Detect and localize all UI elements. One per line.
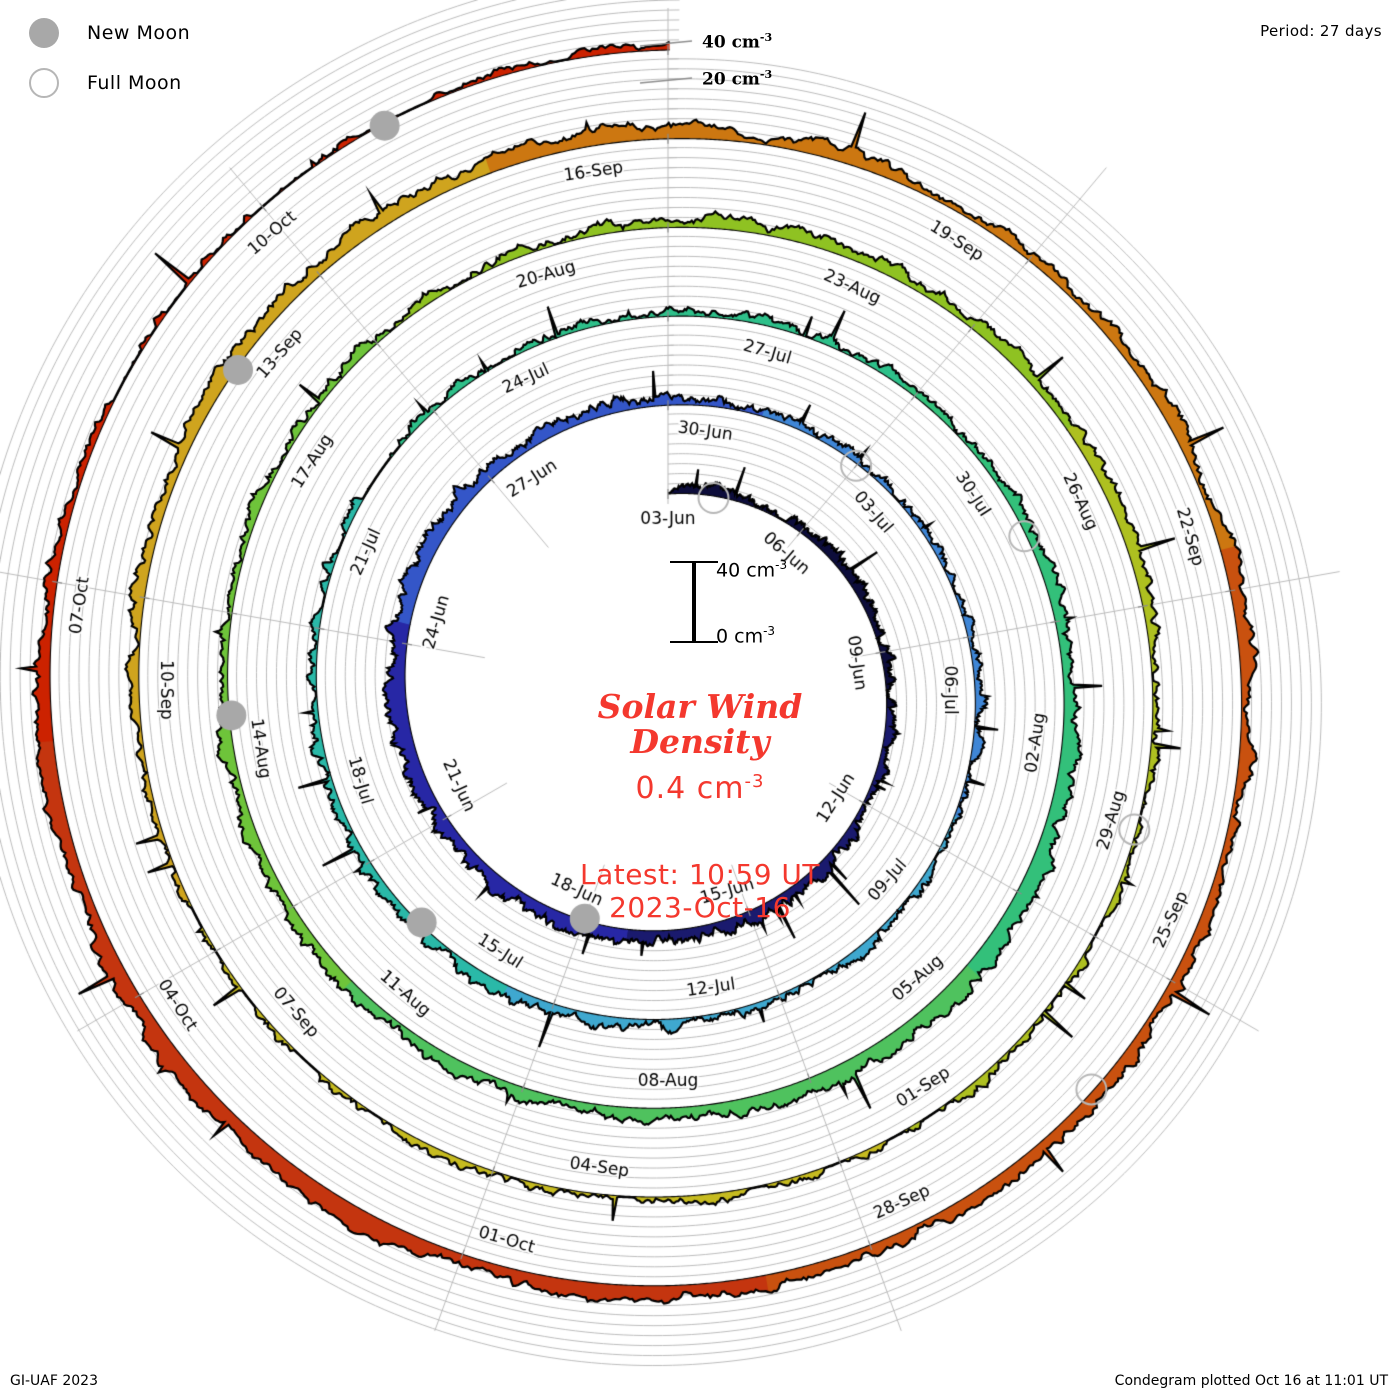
- radial-tick-40-exponent: -3: [759, 31, 773, 44]
- period-label: Period: 27 days: [1260, 22, 1382, 40]
- radial-tick-40-text: 40 cm: [702, 32, 760, 53]
- scale-bar-bottom-exponent: -3: [763, 624, 776, 638]
- footer-credit: GI-UAF 2023: [10, 1373, 98, 1389]
- radial-tick-20-exponent: -3: [759, 68, 773, 81]
- legend-label-new-moon: New Moon: [87, 22, 191, 44]
- current-value-text: 0.4 cm: [635, 771, 745, 807]
- footer-plot-time: Condegram plotted Oct 16 at 11:01 UT: [1114, 1373, 1388, 1389]
- chart-title-line-2: Density: [630, 721, 770, 761]
- radial-tick-20-text: 20 cm: [702, 69, 760, 90]
- scale-bar-top-text: 40 cm: [716, 559, 776, 582]
- latest-timestamp: Latest: 10:59 UT 2023-Oct-16: [470, 858, 930, 924]
- scale-bar-icon: [670, 561, 718, 643]
- legend-item-full-moon: Full Moon: [22, 58, 322, 108]
- scale-bar-top-label: 40 cm-3: [716, 558, 787, 581]
- latest-date: 2023-Oct-16: [609, 891, 791, 925]
- chart-title-line-1: Solar Wind: [597, 687, 803, 726]
- radial-tick-label-20: 20 cm-3: [702, 68, 772, 90]
- amplitude-scale-bar: 40 cm-3 0 cm-3: [470, 548, 930, 648]
- center-info-block: 40 cm-3 0 cm-3 Solar Wind Density 0.4 cm…: [470, 548, 930, 924]
- chart-title: Solar Wind Density: [470, 687, 930, 761]
- scale-bar-bottom-label: 0 cm-3: [716, 624, 775, 647]
- latest-time: Latest: 10:59 UT: [579, 858, 821, 892]
- current-value-exponent: -3: [744, 771, 765, 793]
- scale-bar-bottom-text: 0 cm: [716, 625, 764, 648]
- new-moon-icon: [29, 18, 59, 48]
- current-value-readout: 0.4 cm-3: [470, 771, 930, 806]
- legend-item-new-moon: New Moon: [22, 8, 322, 58]
- legend-label-full-moon: Full Moon: [87, 72, 182, 94]
- radial-tick-label-40: 40 cm-3: [702, 31, 772, 53]
- full-moon-icon: [29, 68, 59, 98]
- scale-bar-top-exponent: -3: [775, 558, 788, 572]
- moon-phase-legend: New Moon Full Moon: [22, 8, 322, 108]
